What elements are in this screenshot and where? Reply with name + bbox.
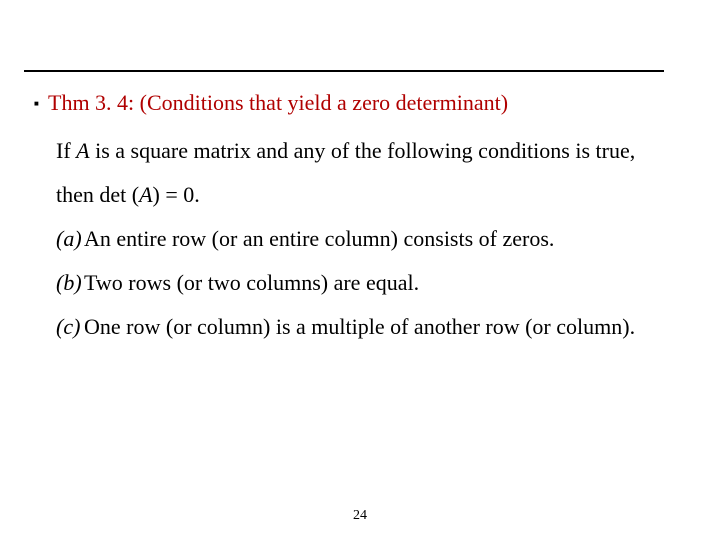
square-bullet-icon: ■ xyxy=(34,100,48,108)
theorem-title-row: ■ Thm 3. 4: (Conditions that yield a zer… xyxy=(34,90,696,116)
item-text: An entire row (or an entire column) cons… xyxy=(84,226,554,252)
content-area: ■ Thm 3. 4: (Conditions that yield a zer… xyxy=(34,90,696,358)
intro-text: then det ( xyxy=(56,182,139,207)
horizontal-rule xyxy=(24,70,664,72)
intro-text: If xyxy=(56,138,76,163)
intro-line-2: then det (A) = 0. xyxy=(56,182,696,208)
condition-item-b: (b) Two rows (or two columns) are equal. xyxy=(56,270,696,296)
condition-item-c: (c) One row (or column) is a multiple of… xyxy=(56,314,696,340)
item-label: (a) xyxy=(56,226,84,252)
theorem-title: Thm 3. 4: (Conditions that yield a zero … xyxy=(48,90,508,116)
slide: ■ Thm 3. 4: (Conditions that yield a zer… xyxy=(0,0,720,540)
item-text: One row (or column) is a multiple of ano… xyxy=(84,314,635,340)
intro-text: ) = 0. xyxy=(153,182,200,207)
item-label: (b) xyxy=(56,270,84,296)
condition-item-a: (a) An entire row (or an entire column) … xyxy=(56,226,696,252)
intro-line-1: If A is a square matrix and any of the f… xyxy=(56,138,696,164)
matrix-symbol: A xyxy=(76,138,89,163)
item-text: Two rows (or two columns) are equal. xyxy=(84,270,419,296)
matrix-symbol: A xyxy=(139,182,152,207)
item-label: (c) xyxy=(56,314,84,340)
page-number: 24 xyxy=(0,508,720,524)
intro-text: is a square matrix and any of the follow… xyxy=(90,138,636,163)
